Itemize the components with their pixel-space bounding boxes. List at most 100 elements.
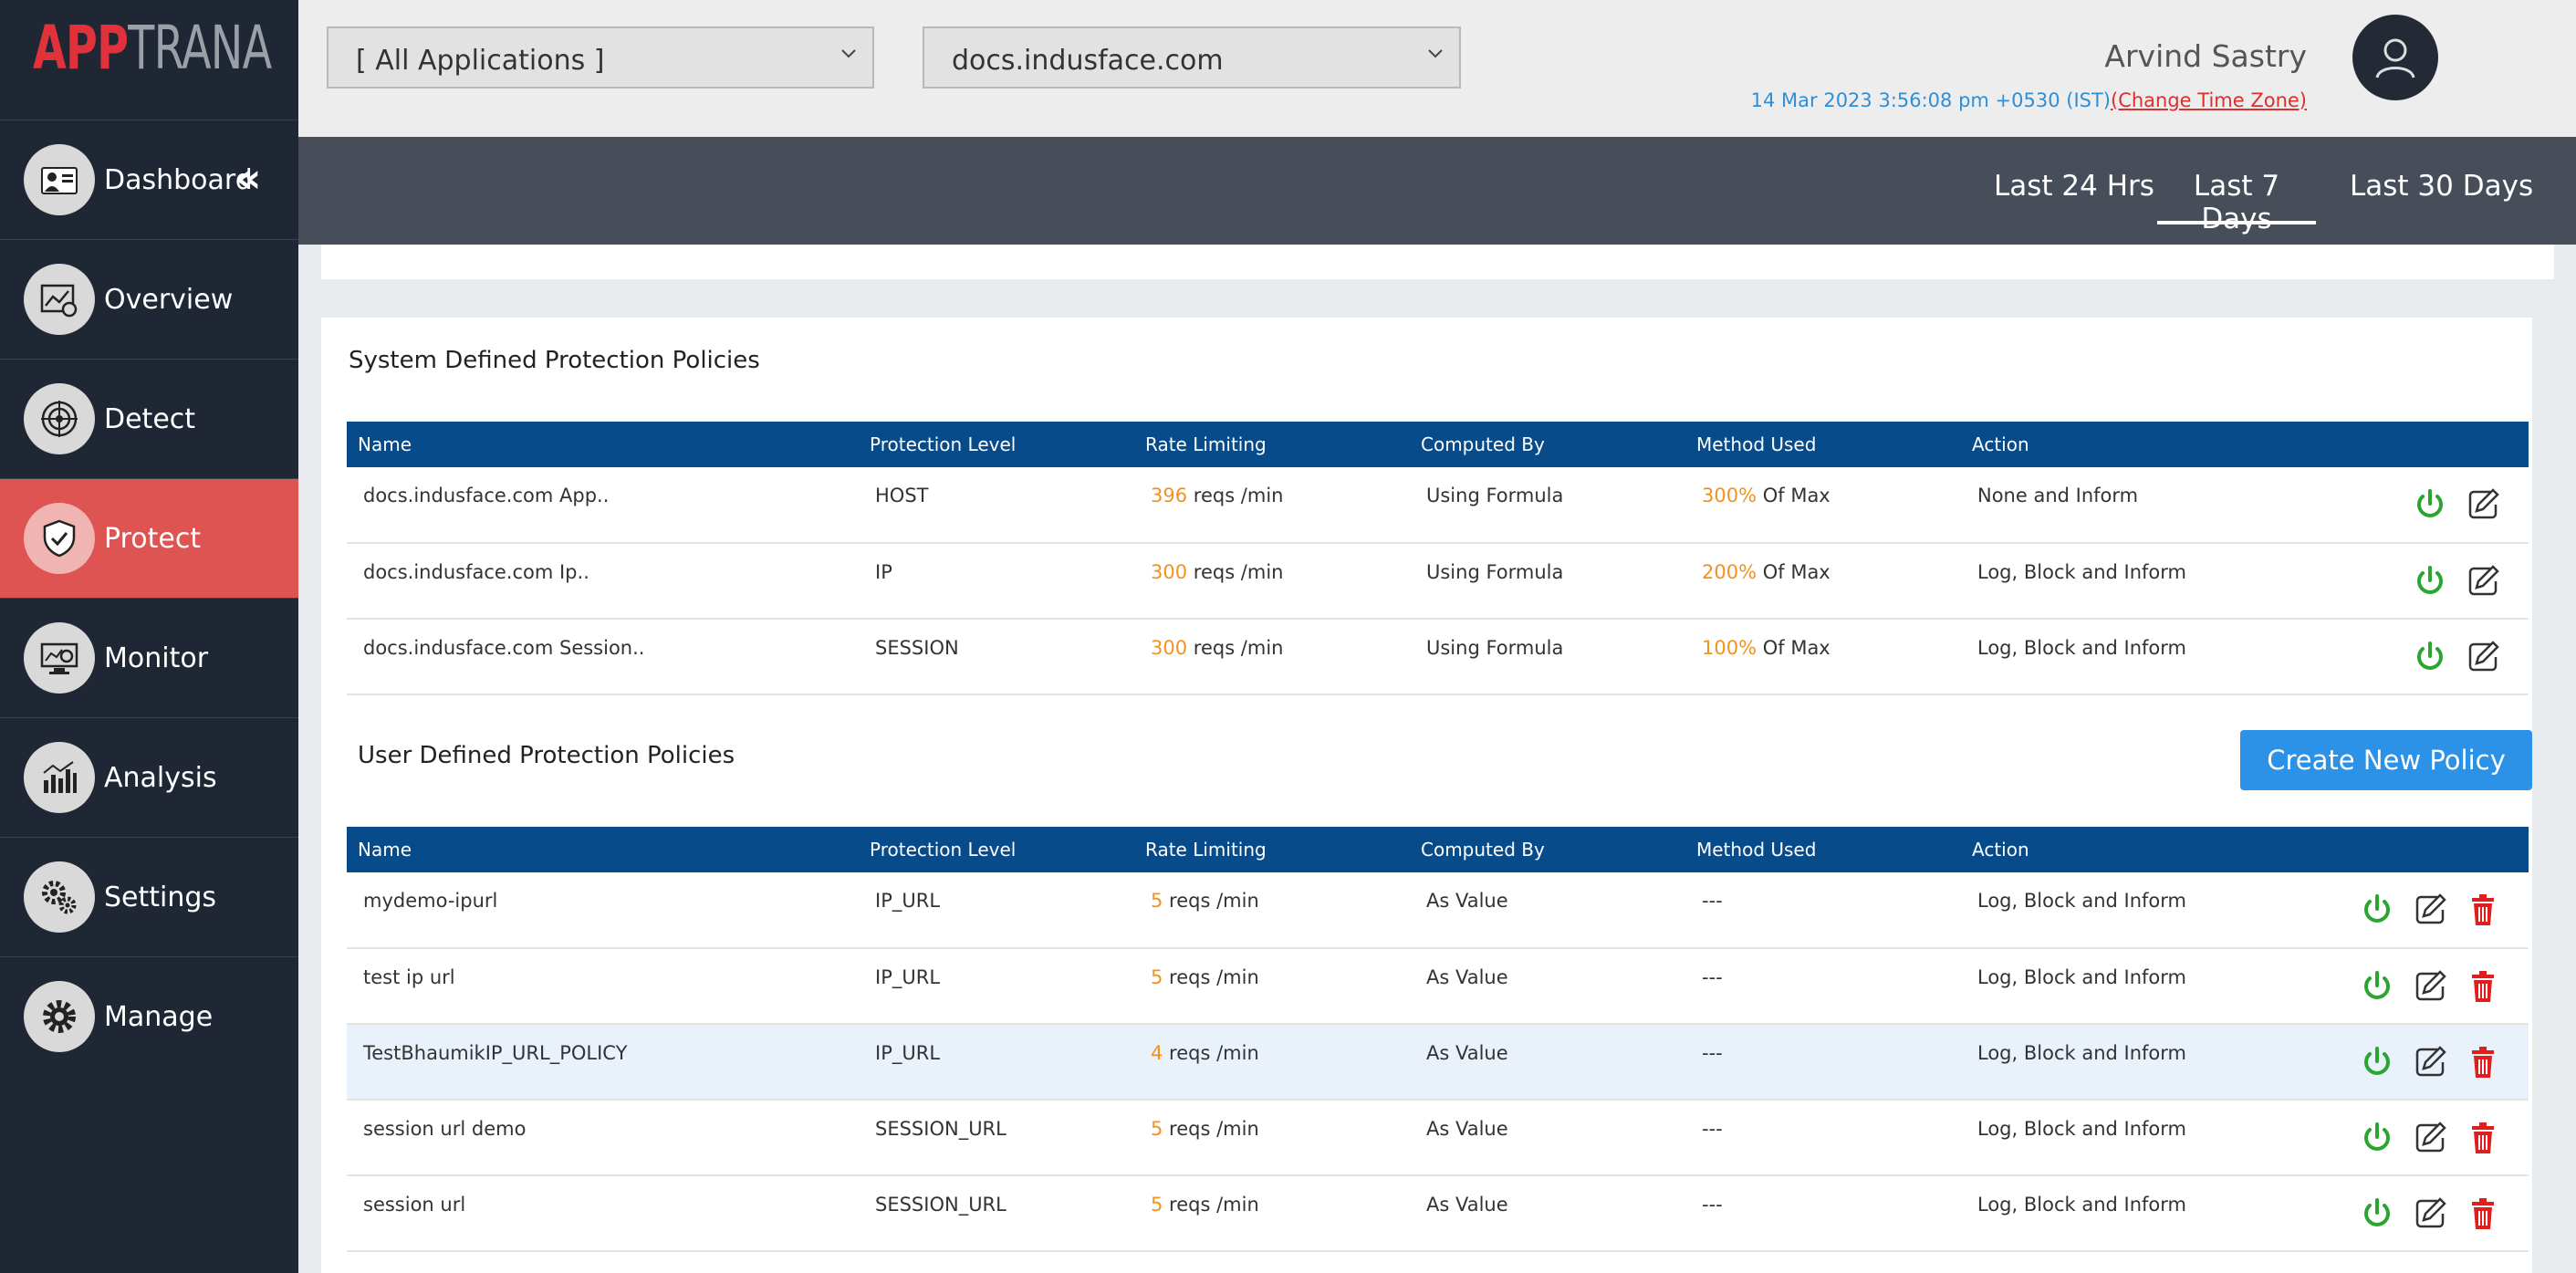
power-toggle-icon[interactable] — [2359, 968, 2395, 1005]
delete-icon[interactable] — [2465, 968, 2501, 1005]
power-toggle-icon[interactable] — [2412, 563, 2448, 600]
cell-computed-by: As Value — [1426, 965, 1508, 988]
row-actions — [2235, 619, 2529, 694]
sidebar-item-overview[interactable]: Overview — [0, 239, 298, 359]
cell-rate-limiting: 5 reqs /min — [1151, 1193, 1259, 1216]
sidebar-item-label: Monitor — [104, 642, 209, 674]
bar-chart-icon — [24, 742, 95, 813]
cell-computed-by: As Value — [1426, 1117, 1508, 1140]
col-method-used: Method Used — [1696, 839, 1817, 861]
cell-method-used: --- — [1702, 1117, 1723, 1140]
col-action: Action — [1972, 839, 2029, 861]
delete-icon[interactable] — [2465, 1044, 2501, 1080]
edit-icon[interactable] — [2412, 892, 2448, 928]
user-policies-table: Name Protection Level Rate Limiting Comp… — [347, 827, 2529, 1252]
row-actions — [2235, 543, 2529, 619]
cell-name: docs.indusface.com Session.. — [363, 636, 645, 659]
sidebar-item-protect[interactable]: Protect — [0, 478, 298, 598]
tab-last-30-days[interactable]: Last 30 Days — [2350, 170, 2534, 203]
cell-rate-limiting: 396 reqs /min — [1151, 485, 1284, 506]
cell-protection-level: IP_URL — [875, 1041, 941, 1064]
site-select[interactable]: docs.indusface.com — [923, 26, 1461, 89]
time-range-tabs: Last 24 Hrs Last 7 Days Last 30 Days — [298, 137, 2576, 245]
table-row: TestBhaumikIP_URL_POLICY IP_URL 4 reqs /mi… — [347, 1024, 2529, 1100]
application-select[interactable]: [ All Applications ] — [327, 26, 874, 89]
col-name: Name — [358, 839, 412, 861]
cell-protection-level: IP — [875, 560, 892, 583]
power-toggle-icon[interactable] — [2359, 1120, 2395, 1156]
sidebar-item-manage[interactable]: Manage — [0, 956, 298, 1076]
row-actions — [2235, 1024, 2529, 1100]
protection-policies-card: System Defined Protection Policies Name … — [321, 318, 2532, 1273]
sidebar-item-label: Analysis — [104, 761, 217, 794]
change-time-zone-link[interactable]: (Change Time Zone) — [2111, 89, 2307, 111]
cell-protection-level: IP_URL — [875, 965, 941, 988]
cell-action: Log, Block and Inform — [1977, 1193, 2186, 1216]
cell-action: Log, Block and Inform — [1977, 1117, 2186, 1140]
edit-icon[interactable] — [2412, 1120, 2448, 1156]
cell-protection-level: IP_URL — [875, 890, 941, 912]
col-name: Name — [358, 433, 412, 455]
cell-rate-limiting: 5 reqs /min — [1151, 890, 1259, 912]
power-toggle-icon[interactable] — [2412, 486, 2448, 523]
overview-icon — [24, 264, 95, 335]
cell-rate-limiting: 5 reqs /min — [1151, 1117, 1259, 1140]
sidebar-item-monitor[interactable]: Monitor — [0, 598, 298, 717]
sidebar-item-analysis[interactable]: Analysis — [0, 717, 298, 837]
cell-rate-limiting: 300 reqs /min — [1151, 636, 1284, 659]
edit-icon[interactable] — [2465, 563, 2501, 600]
sidebar-item-dashboard[interactable]: Dashboard « — [0, 120, 298, 239]
avatar[interactable] — [2352, 15, 2438, 100]
tab-last-24-hrs[interactable]: Last 24 Hrs — [1994, 170, 2154, 203]
table-header: Name Protection Level Rate Limiting Comp… — [347, 827, 2529, 872]
cell-name: TestBhaumikIP_URL_POLICY — [363, 1041, 628, 1064]
apptrana-logo[interactable]: APPTRANA — [0, 0, 298, 120]
dashboard-icon — [24, 144, 95, 215]
cell-name: docs.indusface.com Ip.. — [363, 560, 589, 583]
edit-icon[interactable] — [2412, 1044, 2448, 1080]
power-toggle-icon[interactable] — [2359, 1195, 2395, 1232]
sidebar: APPTRANA Dashboard « Overview Detect Pro… — [0, 0, 298, 1273]
row-actions — [2235, 872, 2529, 948]
sidebar-item-label: Settings — [104, 881, 217, 913]
user-policies-title: User Defined Protection Policies — [358, 742, 735, 769]
delete-icon[interactable] — [2465, 892, 2501, 928]
cell-computed-by: Using Formula — [1426, 636, 1564, 659]
sidebar-item-settings[interactable]: Settings — [0, 837, 298, 956]
row-actions — [2235, 467, 2529, 543]
system-policies-title: System Defined Protection Policies — [349, 347, 760, 374]
col-computed-by: Computed By — [1421, 433, 1545, 455]
power-toggle-icon[interactable] — [2412, 639, 2448, 675]
cell-protection-level: SESSION_URL — [875, 1117, 1006, 1140]
sidebar-item-detect[interactable]: Detect — [0, 359, 298, 478]
tab-last-7-days[interactable]: Last 7 Days — [2157, 170, 2316, 235]
header: [ All Applications ] docs.indusface.com … — [298, 0, 2576, 137]
cell-rate-limiting: 5 reqs /min — [1151, 965, 1259, 988]
edit-icon[interactable] — [2412, 1195, 2448, 1232]
table-row: docs.indusface.com App.. HOST 396 reqs /mi… — [347, 467, 2529, 543]
user-icon — [2375, 38, 2415, 78]
cell-computed-by: Using Formula — [1426, 485, 1564, 506]
panel-strip — [321, 245, 2554, 279]
cell-name: docs.indusface.com App.. — [363, 485, 610, 506]
delete-icon[interactable] — [2465, 1195, 2501, 1232]
edit-icon[interactable] — [2465, 486, 2501, 523]
double-chevron-left-icon[interactable]: « — [235, 155, 262, 202]
power-toggle-icon[interactable] — [2359, 1044, 2395, 1080]
system-policies-table: Name Protection Level Rate Limiting Comp… — [347, 422, 2529, 695]
cell-name: mydemo-ipurl — [363, 890, 498, 912]
cell-name: test ip url — [363, 965, 455, 988]
power-toggle-icon[interactable] — [2359, 892, 2395, 928]
edit-icon[interactable] — [2465, 639, 2501, 675]
cell-rate-limiting: 4 reqs /min — [1151, 1041, 1259, 1064]
cell-method-used: 100% Of Max — [1702, 636, 1830, 659]
delete-icon[interactable] — [2465, 1120, 2501, 1156]
create-new-policy-button[interactable]: Create New Policy — [2240, 730, 2532, 790]
edit-icon[interactable] — [2412, 968, 2448, 1005]
radar-icon — [24, 383, 95, 454]
cell-protection-level: HOST — [875, 485, 929, 506]
shield-icon — [24, 503, 95, 574]
monitor-icon — [24, 622, 95, 694]
table-header: Name Protection Level Rate Limiting Comp… — [347, 422, 2529, 467]
sidebar-item-label: Dashboard — [104, 163, 253, 196]
